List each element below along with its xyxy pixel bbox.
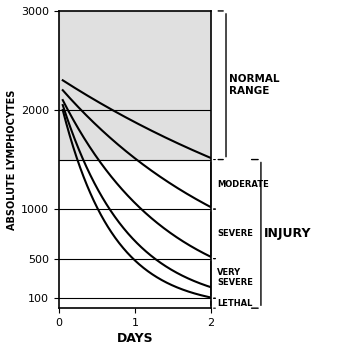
- Y-axis label: ABSOLUTE LYMPHOCYTES: ABSOLUTE LYMPHOCYTES: [7, 89, 17, 230]
- X-axis label: DAYS: DAYS: [116, 332, 153, 345]
- Text: SEVERE: SEVERE: [217, 230, 253, 238]
- Bar: [59, 11, 211, 159]
- Text: NORMAL
RANGE: NORMAL RANGE: [229, 75, 280, 96]
- Text: LETHAL: LETHAL: [217, 299, 252, 308]
- Text: MODERATE: MODERATE: [217, 180, 269, 189]
- Text: INJURY: INJURY: [264, 227, 312, 240]
- Text: VERY
SEVERE: VERY SEVERE: [217, 268, 253, 287]
